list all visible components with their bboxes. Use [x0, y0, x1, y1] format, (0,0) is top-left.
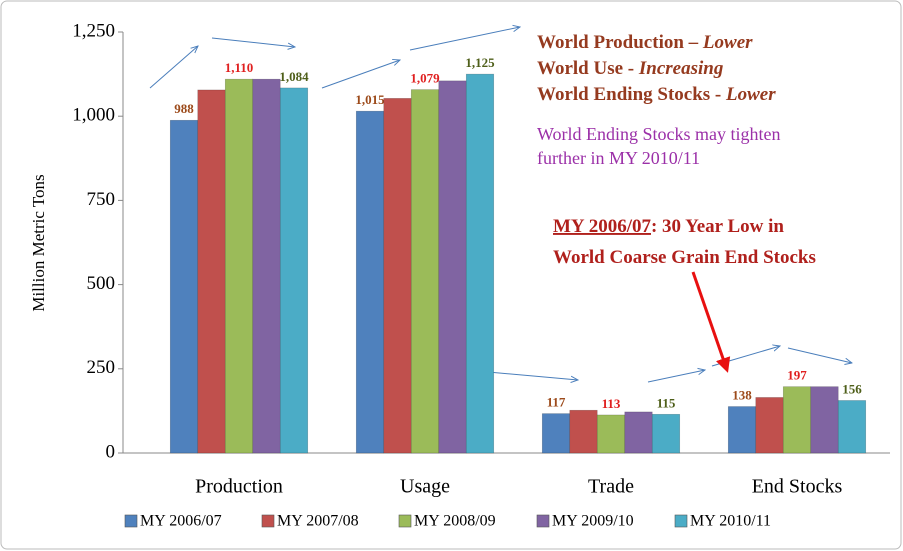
data-label: 1,015	[355, 92, 385, 107]
bar	[755, 397, 784, 454]
legend-label: MY 2006/07	[140, 513, 222, 530]
trend-arrows	[149, 27, 852, 382]
annotation: World Production – Lower	[537, 32, 753, 53]
bar	[541, 413, 571, 454]
legend-swatch	[261, 514, 275, 528]
bar	[837, 400, 867, 454]
x-tick-label: End Stocks	[752, 476, 843, 498]
annotation: World Coarse Grain End Stocks	[553, 247, 816, 268]
data-label: 988	[174, 101, 194, 116]
bar	[279, 87, 309, 454]
bar	[252, 78, 281, 454]
annotation: further in MY 2010/11	[537, 148, 700, 168]
y-tick-label: 500	[87, 273, 116, 294]
legend-swatch	[398, 514, 412, 528]
data-label: 197	[787, 368, 807, 383]
legend-swatch	[536, 514, 550, 528]
bar	[727, 406, 757, 454]
bar	[569, 409, 598, 454]
x-tick-label: Usage	[400, 476, 450, 498]
data-label: 156	[842, 381, 862, 396]
bar	[169, 119, 199, 454]
data-label: 115	[657, 395, 676, 410]
legend-swatch	[674, 514, 688, 528]
data-label: 117	[547, 395, 566, 410]
bar	[197, 89, 226, 454]
bar	[624, 411, 653, 454]
y-tick-label: 0	[106, 441, 116, 462]
bar	[596, 414, 626, 454]
annotation: MY 2006/07: 30 Year Low in	[553, 216, 784, 237]
callout-arrow	[691, 271, 731, 373]
bar	[383, 98, 412, 454]
bar	[465, 73, 495, 454]
bar	[410, 89, 440, 454]
data-label: 1,110	[225, 60, 254, 75]
y-tick-label: 250	[87, 357, 116, 378]
bar	[355, 110, 385, 454]
bar	[651, 413, 681, 454]
annotation: World Use - Increasing	[537, 58, 723, 79]
legend-label: MY 2010/11	[690, 513, 771, 530]
bar	[810, 386, 839, 454]
data-label: 138	[732, 388, 752, 403]
annotation: World Ending Stocks may tighten	[537, 124, 781, 144]
x-tick-label: Trade	[588, 476, 634, 498]
bar	[782, 386, 812, 454]
bar	[438, 80, 467, 454]
data-label: 1,079	[410, 71, 440, 86]
x-tick-label: Production	[195, 476, 283, 498]
y-axis-title: Million Metric Tons	[29, 174, 48, 311]
legend-label: MY 2007/08	[277, 513, 359, 530]
annotation: World Ending Stocks - Lower	[537, 84, 776, 105]
legend-swatch	[124, 514, 138, 528]
data-label: 1,084	[279, 69, 309, 84]
y-tick-label: 750	[87, 189, 116, 210]
data-label: 113	[602, 396, 621, 411]
legend-label: MY 2009/10	[552, 513, 634, 530]
data-label: 1,125	[465, 55, 495, 70]
y-tick-label: 1,000	[72, 105, 115, 126]
legend-label: MY 2008/09	[414, 513, 496, 530]
bar	[224, 78, 254, 454]
y-tick-label: 1,250	[72, 20, 115, 41]
